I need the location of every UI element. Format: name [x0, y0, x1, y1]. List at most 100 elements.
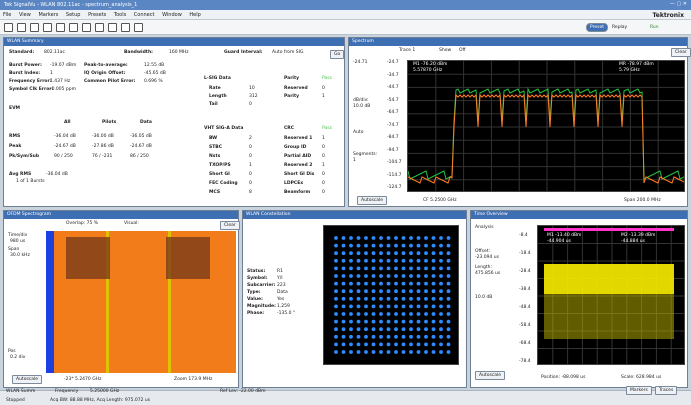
wlan-summary-tab[interactable]: WLAN Summ — [6, 389, 36, 394]
trace-icon[interactable] — [95, 23, 104, 32]
constellation-point — [439, 258, 443, 263]
evm-cell: -24.67 dB — [54, 144, 76, 149]
dbdiv-value[interactable]: 10.0 dB — [475, 295, 493, 300]
constellation-point — [356, 327, 361, 332]
spectrum-plot[interactable] — [407, 60, 685, 192]
constellation-point — [364, 251, 368, 256]
offset-value[interactable]: -23.094 us — [475, 255, 499, 260]
span-value[interactable]: 30.0 kHz — [10, 253, 30, 258]
lsig-value: 10 — [249, 86, 255, 91]
ref-level-value[interactable]: Ref Lev: -22.00 dBm — [220, 389, 266, 394]
menu-connect[interactable]: Connect — [133, 12, 155, 18]
run-button[interactable]: Run — [650, 25, 659, 30]
constellation-plot[interactable] — [323, 225, 459, 365]
constellation-point — [431, 236, 436, 240]
constellation-point — [386, 296, 391, 301]
window-icon[interactable] — [56, 23, 65, 32]
menu-view[interactable]: View — [18, 12, 31, 18]
rbw-value[interactable]: Auto — [353, 130, 364, 135]
constellation-point — [401, 312, 406, 316]
preset-button[interactable]: Preset — [586, 23, 609, 32]
spectrogram-band-line — [168, 231, 171, 373]
summary-settings-button[interactable]: Go — [330, 50, 345, 59]
menu-window[interactable]: Window — [162, 12, 182, 18]
traces-button[interactable]: Traces — [655, 386, 678, 395]
constellation-point — [409, 304, 413, 309]
spectrogram-band-line — [106, 231, 109, 373]
constellation-point — [334, 296, 338, 301]
autoscale-button[interactable]: Autoscale — [12, 375, 43, 384]
menu-file[interactable]: File — [3, 12, 12, 18]
constellation-point — [356, 258, 361, 263]
evm-col-header: Data — [140, 120, 152, 125]
evm-cell: 90 / 250 — [54, 154, 73, 159]
y-tick-label: -44.7 — [387, 85, 399, 90]
y-tick-label: -78.4 — [519, 359, 531, 364]
constellation-point — [379, 289, 383, 294]
marker-m1-readout: M1 -13.40 dBm — [547, 233, 582, 238]
time-div-value[interactable]: 980 us — [10, 239, 26, 244]
ref-level[interactable]: -24.71 — [353, 60, 368, 65]
menu-markers[interactable]: Markers — [38, 12, 59, 18]
visual-label[interactable]: Visual: — [124, 221, 139, 226]
dbdiv-value[interactable]: 10.0 dB — [353, 104, 371, 109]
autoscale-button[interactable]: Autoscale — [475, 371, 506, 380]
constellation-point — [364, 327, 368, 332]
export-icon[interactable] — [134, 23, 143, 32]
trace-selector[interactable]: Trace 1 — [399, 48, 416, 53]
constellation-point — [386, 258, 391, 263]
show-checkbox[interactable]: Show — [439, 48, 452, 53]
constellation-point — [409, 258, 413, 263]
open-icon[interactable] — [4, 23, 13, 32]
constellation-point — [439, 289, 443, 294]
constellation-point — [334, 304, 338, 309]
constellation-point — [334, 274, 338, 278]
clear-button[interactable]: Clear — [220, 221, 240, 230]
constellation-point — [424, 289, 428, 294]
start-freq[interactable]: -23* 5.2470 GHz — [64, 377, 102, 382]
menu-presets[interactable]: Presets — [88, 12, 107, 18]
constellation-point — [409, 350, 413, 354]
zoom-span[interactable]: Zoom 173.9 MHz — [174, 377, 213, 382]
view-select[interactable]: Analysis — [475, 225, 494, 230]
menu-setup[interactable]: Setup — [65, 12, 81, 18]
time-plot[interactable] — [537, 225, 685, 365]
replay-button[interactable]: Replay — [612, 25, 628, 30]
readout-value: 223 — [277, 283, 286, 288]
position-value[interactable]: Position: -88.098 us — [541, 375, 586, 380]
clear-button[interactable]: Clear — [671, 48, 691, 57]
wlan-summary-panel: WLAN Summary Standard: 802.11ac Bandwidt… — [3, 37, 345, 207]
overlap-value[interactable]: Overlap: 75 % — [66, 221, 99, 226]
constellation-point — [379, 327, 383, 332]
pos-value[interactable]: 0.2 div — [10, 355, 26, 360]
constellation-point — [371, 296, 376, 301]
constellation-point — [334, 236, 338, 240]
lsig-label: Rate — [209, 86, 221, 91]
window-controls[interactable]: — ▢ ✕ — [669, 1, 687, 7]
save-icon[interactable] — [17, 23, 26, 32]
undo-icon[interactable] — [30, 23, 39, 32]
span-value[interactable]: Span 200.0 MHz — [624, 198, 661, 203]
constellation-point — [379, 319, 383, 324]
marker-readout-box — [66, 237, 110, 279]
autoscale-button[interactable]: Autoscale — [357, 196, 388, 205]
marker-icon[interactable] — [82, 23, 91, 32]
constellation-point — [334, 289, 338, 294]
frequency-value[interactable]: 5.25000 GHz — [90, 389, 120, 394]
marker-mr-freq: 5.79 GHz — [619, 68, 640, 73]
menu-help[interactable]: Help — [189, 12, 201, 18]
lsig-value: 0 — [249, 102, 252, 107]
menu-tools[interactable]: Tools — [113, 12, 127, 18]
camera-icon[interactable] — [121, 23, 130, 32]
redo-icon[interactable] — [43, 23, 52, 32]
center-freq[interactable]: CF 5.2500 GHz — [423, 198, 457, 203]
scale-value[interactable]: Scale: 628.984 us — [621, 375, 662, 380]
markers-button[interactable]: Markers — [626, 386, 652, 395]
length-value[interactable]: 475.856 us — [475, 271, 501, 276]
spectrogram-image[interactable] — [46, 231, 236, 373]
measure-icon[interactable] — [108, 23, 117, 32]
marker-readout-box — [166, 237, 210, 279]
gear-icon[interactable] — [69, 23, 78, 32]
constellation-point — [394, 258, 398, 263]
time-div-label: Time/div — [8, 233, 28, 238]
